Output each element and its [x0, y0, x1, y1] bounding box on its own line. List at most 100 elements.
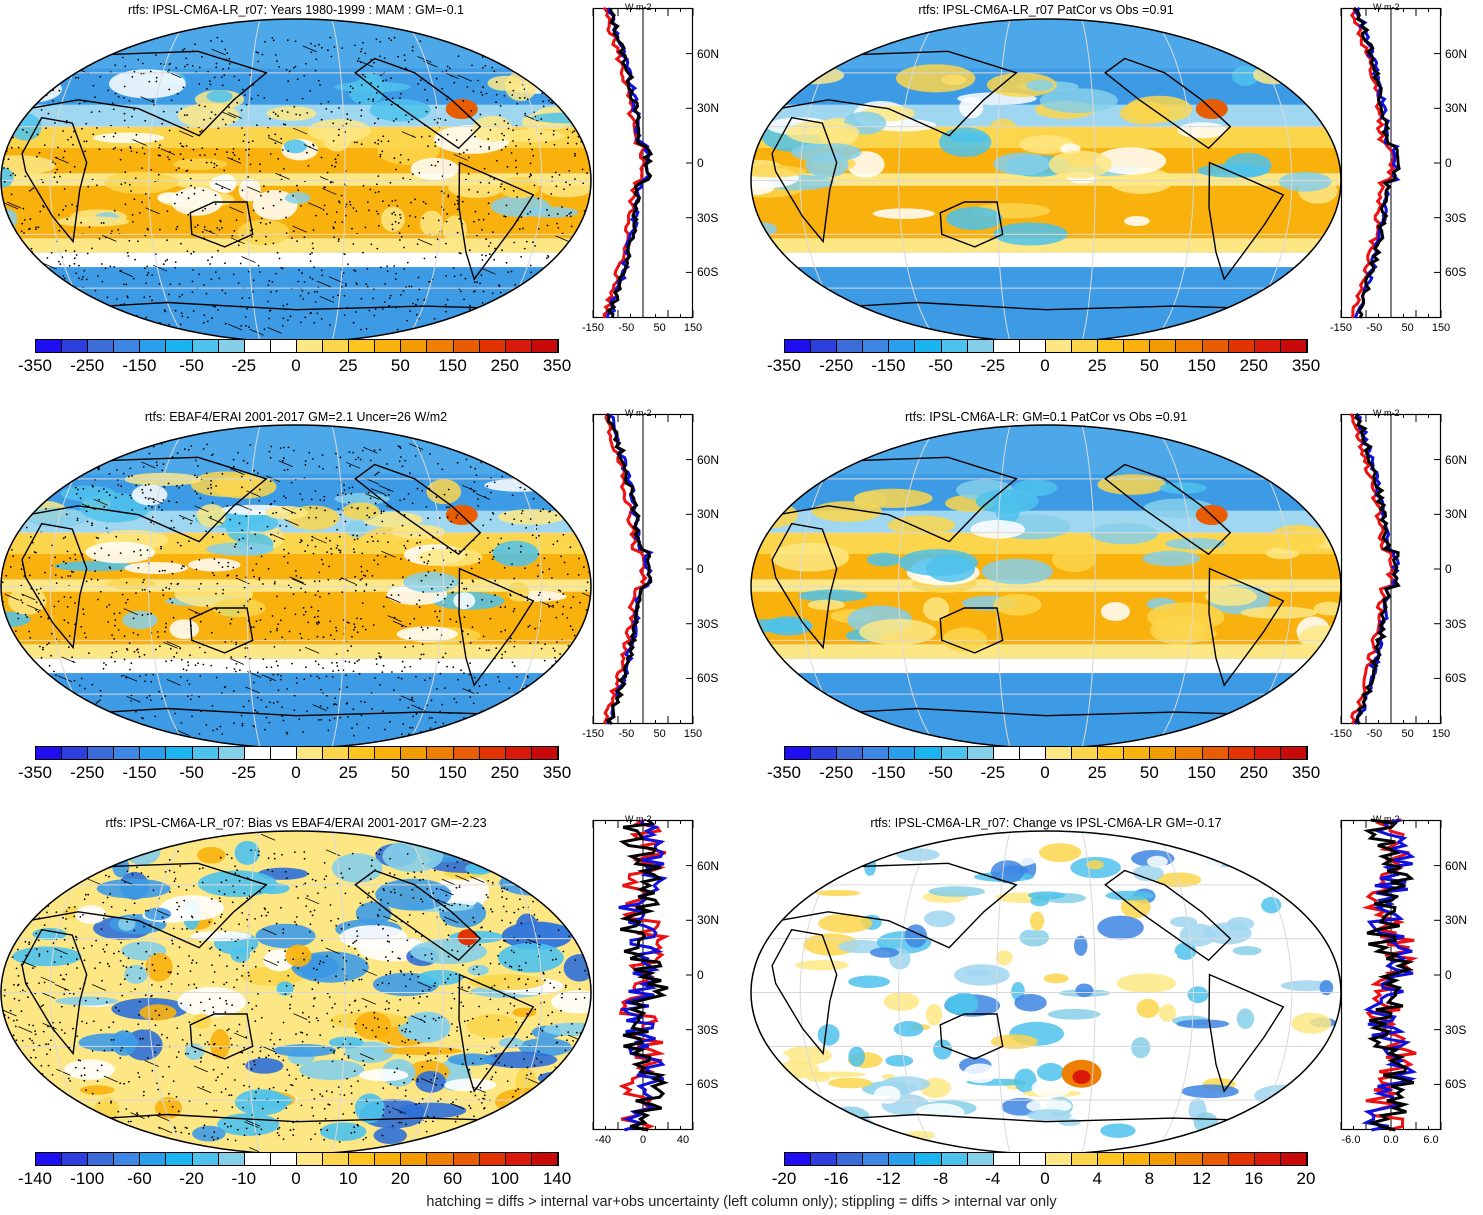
colorbar-swatch — [531, 747, 558, 759]
profile-x-tick-label: 0.0 — [1383, 1134, 1399, 1146]
profile-lat-label: 30S — [1445, 210, 1467, 225]
profile-x-tick-label: 6.0 — [1423, 1134, 1439, 1146]
profile-lat-label: 30N — [697, 913, 720, 928]
colorbar-label: -10 — [231, 1169, 257, 1188]
colorbar-swatch — [323, 340, 350, 352]
profile-x-tick-label: -50 — [1366, 322, 1383, 334]
colorbar-label: -250 — [819, 356, 854, 375]
colorbar-swatch — [837, 747, 864, 759]
colorbar-label: 60 — [443, 1169, 463, 1188]
colorbar-label: -350 — [17, 763, 53, 782]
profile-lat-label: 30S — [697, 616, 719, 631]
colorbar-swatch — [114, 1153, 141, 1165]
profile-lat-label: 60S — [697, 671, 719, 686]
colorbar-label: -25 — [980, 356, 1006, 375]
colorbar-swatch — [166, 340, 193, 352]
profile-line-black — [618, 818, 670, 1132]
profile-x-tick-label: 150 — [1431, 728, 1451, 740]
colorbar-label: -150 — [122, 356, 157, 375]
profile-x-tick-label: -50 — [1366, 728, 1383, 740]
colorbar-label: 12 — [1192, 1169, 1212, 1188]
colorbar-swatch — [218, 747, 245, 759]
colorbar-swatch — [62, 747, 89, 759]
profile-line-blue — [1353, 6, 1402, 319]
colorbar-swatch — [479, 747, 506, 759]
colorbar-label: 50 — [390, 356, 410, 375]
colorbar-swatch — [1176, 340, 1203, 352]
colorbar-swatch — [114, 747, 141, 759]
colorbar-swatch — [1228, 747, 1255, 759]
colorbar-swatch — [88, 747, 115, 759]
colorbar-swatch — [531, 340, 558, 352]
colorbar-label: 350 — [1291, 356, 1321, 375]
profile-x-tick-label: 150 — [683, 322, 703, 334]
profile-line-black — [1354, 413, 1401, 726]
colorbar-label: 150 — [438, 356, 467, 375]
colorbar-swatch — [401, 1153, 428, 1165]
colorbar-swatch — [296, 1153, 324, 1165]
world-map — [750, 830, 1342, 1155]
colorbar-swatch — [1045, 1153, 1073, 1165]
colorbar-swatch — [811, 340, 838, 352]
profile-lat-label: 30S — [1445, 616, 1467, 631]
profile-x-tick-label: -150 — [581, 322, 605, 334]
profile-lat-label: 0 — [1445, 968, 1452, 982]
colorbar-swatch — [505, 340, 532, 352]
colorbar-label: -50 — [179, 763, 204, 782]
colorbar-label: 20 — [1296, 1169, 1316, 1188]
colorbar-label: -250 — [819, 763, 854, 782]
profile-x-tick-label: 0 — [639, 1134, 647, 1146]
colorbar-swatch — [244, 1153, 271, 1165]
colorbar-swatch — [244, 340, 271, 352]
colorbar-label: -350 — [17, 356, 53, 375]
colorbar-swatch — [1228, 1153, 1255, 1165]
profile-x-tick-label: 50 — [653, 322, 666, 334]
colorbar-label: 25 — [1087, 356, 1107, 375]
colorbar-label: -4 — [985, 1169, 1001, 1188]
profile-lat-label: 30N — [1445, 913, 1468, 928]
colorbar-swatch — [453, 747, 480, 759]
colorbar-label: 350 — [542, 763, 572, 782]
colorbar-label: -25 — [980, 763, 1006, 782]
colorbar-label: 8 — [1144, 1169, 1155, 1188]
figure-caption: hatching = diffs > internal var+obs unce… — [426, 1194, 1057, 1210]
map-title: rtfs: IPSL-CM6A-LR_r07 PatCor vs Obs =0.… — [918, 3, 1174, 17]
colorbar-label: 100 — [490, 1169, 519, 1188]
colorbar-swatch — [1045, 340, 1073, 352]
colorbar-label: -12 — [876, 1169, 901, 1188]
colorbar-swatch — [1280, 1153, 1307, 1165]
colorbar-swatch — [270, 340, 297, 352]
colorbar-swatch — [863, 747, 890, 759]
colorbar-swatch — [1072, 340, 1099, 352]
profile-line-red — [602, 413, 649, 725]
colorbar-label: -140 — [17, 1169, 53, 1188]
profile-line-red — [1349, 413, 1397, 725]
colorbar-label: -8 — [933, 1169, 949, 1188]
profile-lat-label: 60S — [697, 1077, 719, 1092]
colorbar-swatch — [375, 747, 402, 759]
colorbar-swatch — [1254, 747, 1281, 759]
colorbar-swatch — [967, 1153, 994, 1165]
colorbar-swatch — [349, 1153, 376, 1165]
colorbar-swatch — [479, 1153, 506, 1165]
colorbar-swatch — [140, 747, 167, 759]
profile-lat-label: 60S — [1445, 1077, 1467, 1092]
profile-x-tick-label: -150 — [1329, 728, 1353, 740]
colorbar-label: 0 — [291, 356, 301, 375]
colorbar-swatch — [140, 340, 167, 352]
colorbar-swatch — [36, 1153, 63, 1165]
colorbar-swatch — [967, 747, 994, 759]
colorbar-swatch — [62, 1153, 89, 1165]
colorbar-label: 140 — [542, 1169, 572, 1188]
colorbar — [784, 1152, 1308, 1166]
colorbar-swatch — [218, 340, 245, 352]
colorbar-label: 25 — [338, 763, 358, 782]
profile-lat-label: 0 — [1445, 562, 1452, 576]
colorbar-swatch — [88, 340, 115, 352]
colorbar-swatch — [837, 1153, 864, 1165]
colorbar-label: 350 — [1291, 763, 1321, 782]
colorbar-label: -50 — [928, 356, 953, 375]
colorbar-swatch — [1202, 1153, 1229, 1165]
profile-x-tick-label: -50 — [618, 322, 635, 334]
colorbar-swatch — [1254, 340, 1281, 352]
